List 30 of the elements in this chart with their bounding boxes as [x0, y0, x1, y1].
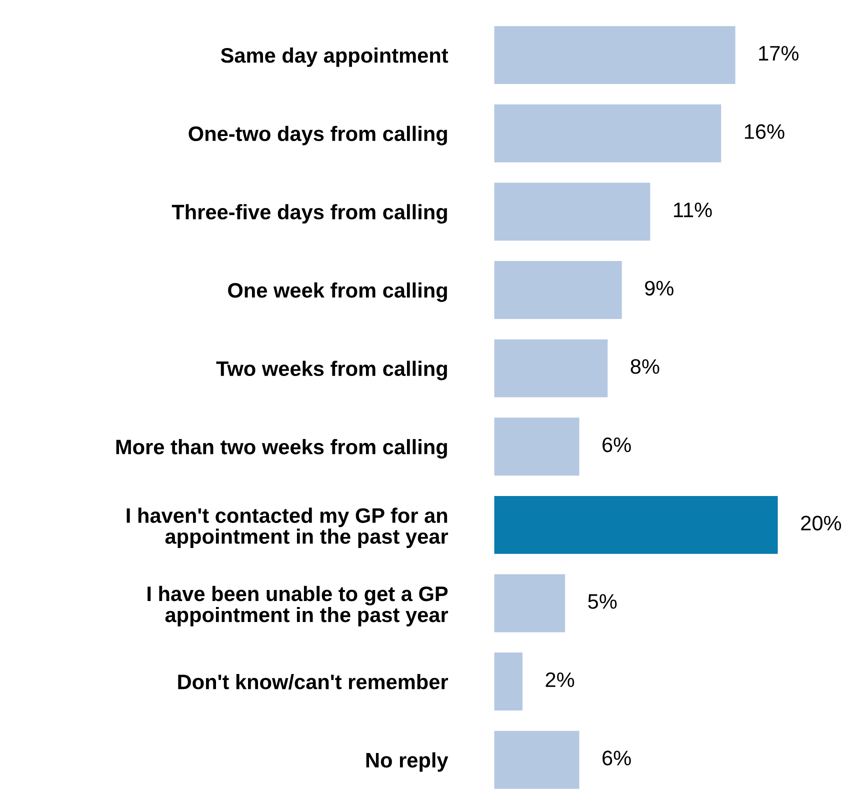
data-label: 17%	[759, 46, 798, 61]
y-tick-label: No reply	[366, 752, 448, 772]
y-tick-label: I haven't contacted my GP for an appointment in the past year	[126, 508, 448, 548]
bar	[494, 26, 736, 84]
y-tick-label: Same day appointment	[220, 48, 448, 67]
data-label: 2%	[546, 672, 574, 688]
data-label: 16%	[744, 124, 784, 139]
y-tick-label: More than two weeks from calling	[116, 439, 447, 459]
y-tick-label: I have been unable to get a GP appointment in the past year	[148, 586, 448, 626]
y-tick-label: Don't know/can't remember	[178, 674, 448, 690]
data-label: 6%	[602, 437, 631, 452]
bar	[494, 104, 722, 162]
bar	[494, 339, 608, 398]
bar	[494, 261, 622, 319]
bar	[494, 730, 580, 789]
data-label: 6%	[602, 750, 631, 766]
y-tick-label: One-two days from calling	[188, 126, 447, 146]
data-label: 5%	[588, 594, 617, 609]
y-tick-label: Three-five days from calling	[172, 204, 447, 224]
bar	[494, 418, 580, 476]
bar	[494, 652, 523, 711]
y-tick-label: One week from calling	[228, 282, 447, 302]
bar	[494, 496, 778, 554]
data-label: 8%	[630, 359, 660, 374]
y-tick-label: Two weeks from calling	[216, 360, 447, 380]
data-label: 11%	[674, 202, 712, 218]
bar	[494, 574, 566, 632]
data-label: 9%	[645, 280, 674, 296]
data-label: 20%	[801, 516, 842, 531]
bar	[494, 182, 650, 241]
